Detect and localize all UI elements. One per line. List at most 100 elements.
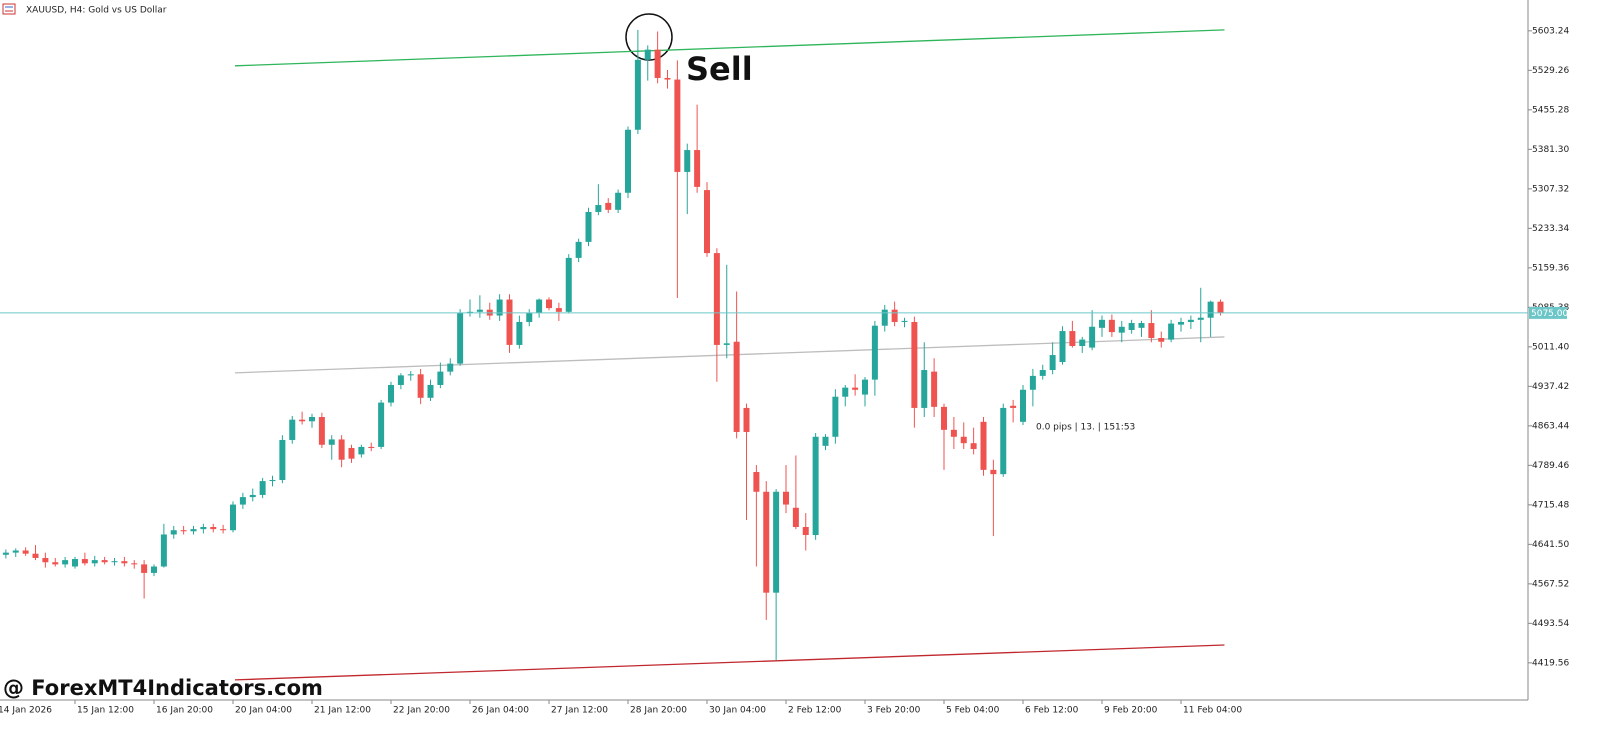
candle-body: [358, 446, 365, 455]
y-tick-label: 5381.30: [1532, 145, 1569, 155]
candle-body: [1010, 405, 1017, 408]
signal-label: Sell: [686, 50, 753, 88]
candle-body: [881, 309, 888, 326]
candle-body: [1187, 319, 1194, 322]
candle-body: [121, 561, 128, 564]
candle-body: [467, 311, 473, 313]
candle-body: [536, 299, 543, 313]
x-tick-label: 28 Jan 20:00: [630, 706, 687, 716]
x-tick-label: 27 Jan 12:00: [551, 706, 608, 716]
y-tick-label: 4789.46: [1532, 461, 1569, 471]
candle-body: [1197, 317, 1204, 320]
candle-body: [397, 375, 404, 385]
candle-body: [921, 370, 928, 408]
x-tick-label: 20 Jan 04:00: [235, 706, 292, 716]
candle-body: [1069, 331, 1076, 346]
candle-body: [723, 343, 730, 345]
y-tick-label: 4419.56: [1532, 658, 1569, 668]
candle-body: [1128, 323, 1135, 330]
candle-body: [62, 560, 69, 565]
candle-body: [1089, 326, 1096, 348]
x-tick-label: 26 Jan 04:00: [472, 706, 529, 716]
candle-body: [980, 421, 987, 470]
candle-body: [1059, 331, 1066, 363]
candle-body: [743, 407, 750, 432]
candle-body: [289, 419, 296, 440]
candle-body: [871, 325, 878, 380]
candle-body: [338, 439, 345, 460]
candle-body: [170, 530, 177, 535]
candle-body: [1118, 326, 1125, 333]
candle-body: [407, 374, 414, 376]
candle-body: [200, 527, 207, 530]
candle-body: [713, 253, 720, 345]
y-tick-label: 5307.32: [1532, 184, 1569, 194]
highlight-circle: [625, 13, 673, 61]
candle-body: [1158, 337, 1165, 342]
candle-body: [1020, 389, 1026, 422]
x-tick-label: 16 Jan 20:00: [156, 706, 213, 716]
candle-body: [1000, 407, 1007, 475]
flag-icon: [2, 3, 16, 15]
candle-body: [694, 150, 701, 187]
candle-body: [151, 566, 157, 573]
candle-body: [348, 447, 355, 459]
candle-body: [1029, 375, 1036, 390]
y-tick-label: 4715.48: [1532, 500, 1569, 510]
channel-line: [234, 29, 1225, 67]
candle-body: [585, 211, 592, 242]
candle-body: [259, 481, 266, 495]
candle-body: [220, 529, 227, 531]
candle-body: [555, 308, 562, 312]
candle-body: [269, 480, 276, 482]
candle-body: [812, 436, 819, 536]
y-tick-label: 5603.24: [1532, 26, 1569, 36]
y-tick-label: 5529.26: [1532, 66, 1569, 76]
candle-body: [496, 299, 503, 316]
candle-body: [1178, 321, 1184, 325]
candle-body: [516, 321, 523, 345]
candle-body: [457, 312, 464, 364]
candle-body: [644, 49, 651, 60]
candle-body: [1049, 355, 1056, 371]
candle-body: [990, 469, 997, 475]
candle-body: [960, 436, 967, 444]
x-tick-label: 5 Feb 04:00: [946, 706, 1000, 716]
x-tick-label: 22 Jan 20:00: [393, 706, 450, 716]
candle-body: [950, 429, 957, 437]
candle-body: [230, 504, 236, 531]
candle-body: [891, 309, 898, 322]
candle-body: [131, 563, 138, 565]
y-tick-label: 4863.44: [1532, 421, 1569, 431]
y-tick-label: 4493.54: [1532, 619, 1569, 629]
candle-body: [42, 557, 49, 563]
y-tick-label: 4567.52: [1532, 579, 1569, 589]
candle-body: [832, 396, 839, 437]
y-tick-label: 5233.34: [1532, 224, 1569, 234]
candle-body: [318, 417, 325, 445]
candle-body: [249, 494, 256, 498]
candle-body: [802, 527, 809, 536]
candle-body: [526, 312, 533, 322]
chart-title: XAUUSD, H4: Gold vs US Dollar: [26, 6, 167, 16]
candle-body: [733, 341, 740, 432]
candle-body: [427, 384, 434, 398]
candle-body: [901, 320, 908, 322]
candle-body: [180, 530, 187, 532]
candle-body: [476, 309, 483, 312]
plot-area: 5603.24 5529.26 5455.28 5381.30 5307.32 5233.…: [0, 26, 1569, 716]
candle-body: [417, 374, 424, 398]
x-tick-label: 30 Jan 04:00: [709, 706, 766, 716]
candle-body: [773, 491, 780, 593]
candle-body: [822, 436, 829, 446]
candle-body: [91, 560, 98, 564]
y-tick-label: 4937.42: [1532, 382, 1569, 392]
candle-body: [447, 363, 454, 372]
candle-body: [210, 527, 217, 530]
candle-body: [378, 402, 385, 447]
candle-body: [111, 561, 118, 563]
candle-body: [1079, 339, 1086, 346]
candle-body: [792, 507, 799, 528]
candle-body: [506, 299, 513, 345]
